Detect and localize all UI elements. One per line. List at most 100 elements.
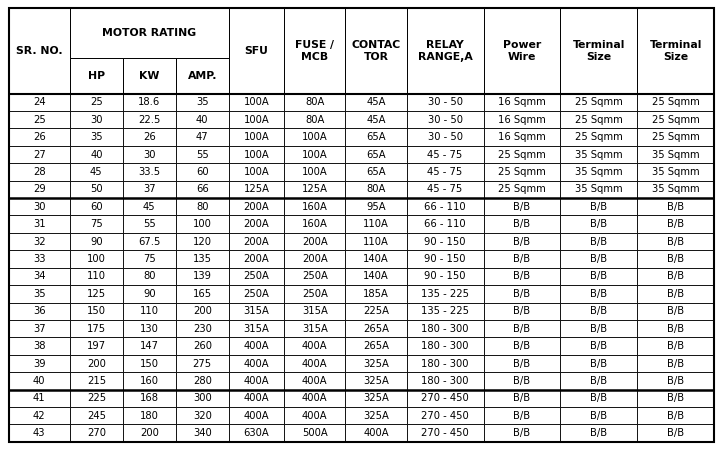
Bar xyxy=(484,216,560,233)
Bar xyxy=(9,111,70,128)
Bar xyxy=(284,302,346,320)
Text: 180 - 300: 180 - 300 xyxy=(422,341,469,351)
Text: B/B: B/B xyxy=(667,376,685,386)
Text: 200: 200 xyxy=(193,306,212,316)
Text: B/B: B/B xyxy=(513,324,531,334)
Text: 25 Sqmm: 25 Sqmm xyxy=(575,132,623,142)
Bar xyxy=(638,180,714,198)
Text: 29: 29 xyxy=(33,184,46,194)
Text: 225A: 225A xyxy=(363,306,389,316)
Bar xyxy=(123,216,176,233)
Text: 28: 28 xyxy=(33,167,46,177)
Text: 30: 30 xyxy=(143,149,155,159)
Bar xyxy=(284,233,346,250)
Text: 125A: 125A xyxy=(301,184,328,194)
Text: 39: 39 xyxy=(33,359,46,369)
Text: 16 Sqmm: 16 Sqmm xyxy=(498,132,546,142)
Bar xyxy=(228,111,284,128)
Bar xyxy=(228,250,284,268)
Bar xyxy=(560,338,638,355)
Bar xyxy=(123,372,176,390)
Bar xyxy=(484,372,560,390)
Bar xyxy=(406,338,484,355)
Text: 35: 35 xyxy=(33,289,46,299)
Text: 400A: 400A xyxy=(302,411,328,421)
Bar xyxy=(284,338,346,355)
Bar xyxy=(638,146,714,163)
Bar xyxy=(638,163,714,180)
Bar xyxy=(9,338,70,355)
Bar xyxy=(406,372,484,390)
Bar xyxy=(406,180,484,198)
Bar xyxy=(484,146,560,163)
Bar xyxy=(284,390,346,407)
Text: B/B: B/B xyxy=(513,202,531,212)
Bar xyxy=(9,128,70,146)
Text: 45 - 75: 45 - 75 xyxy=(427,167,463,177)
Bar xyxy=(406,250,484,268)
Bar xyxy=(70,146,123,163)
Bar xyxy=(70,58,123,94)
Bar xyxy=(284,372,346,390)
Text: 80: 80 xyxy=(196,202,208,212)
Text: 43: 43 xyxy=(33,428,46,438)
Bar xyxy=(176,58,228,94)
Text: 75: 75 xyxy=(143,254,155,264)
Text: KW: KW xyxy=(139,71,160,81)
Bar xyxy=(484,338,560,355)
Text: 100A: 100A xyxy=(244,97,269,107)
Text: 67.5: 67.5 xyxy=(138,237,161,247)
Text: 320: 320 xyxy=(193,411,212,421)
Text: 34: 34 xyxy=(33,271,46,281)
Bar xyxy=(284,285,346,302)
Text: 400A: 400A xyxy=(244,411,269,421)
Text: 18.6: 18.6 xyxy=(138,97,161,107)
Text: B/B: B/B xyxy=(513,428,531,438)
Bar xyxy=(284,146,346,163)
Bar xyxy=(123,233,176,250)
Text: 45: 45 xyxy=(90,167,103,177)
Bar xyxy=(560,424,638,442)
Bar xyxy=(176,320,228,338)
Text: B/B: B/B xyxy=(591,289,607,299)
Text: 180 - 300: 180 - 300 xyxy=(422,359,469,369)
Text: 25 Sqmm: 25 Sqmm xyxy=(575,97,623,107)
Text: 100A: 100A xyxy=(244,149,269,159)
Text: B/B: B/B xyxy=(667,411,685,421)
Bar xyxy=(123,268,176,285)
Bar xyxy=(70,268,123,285)
Text: B/B: B/B xyxy=(667,306,685,316)
Bar xyxy=(176,355,228,372)
Bar xyxy=(560,233,638,250)
Bar xyxy=(70,424,123,442)
Bar xyxy=(346,198,406,216)
Text: 90 - 150: 90 - 150 xyxy=(424,271,466,281)
Text: 31: 31 xyxy=(33,219,46,229)
Text: 66: 66 xyxy=(196,184,209,194)
Text: 400A: 400A xyxy=(244,393,269,403)
Text: 47: 47 xyxy=(196,132,208,142)
Text: 60: 60 xyxy=(196,167,208,177)
Bar xyxy=(228,94,284,111)
Bar xyxy=(406,285,484,302)
Text: B/B: B/B xyxy=(667,237,685,247)
Text: 45 - 75: 45 - 75 xyxy=(427,149,463,159)
Bar xyxy=(484,128,560,146)
Bar xyxy=(346,285,406,302)
Bar xyxy=(9,250,70,268)
Bar xyxy=(123,163,176,180)
Bar xyxy=(284,180,346,198)
Bar xyxy=(484,94,560,111)
Bar xyxy=(638,302,714,320)
Text: 270 - 450: 270 - 450 xyxy=(422,393,469,403)
Bar xyxy=(560,390,638,407)
Text: 30: 30 xyxy=(33,202,46,212)
Bar xyxy=(560,268,638,285)
Text: 32: 32 xyxy=(33,237,46,247)
Text: 40: 40 xyxy=(90,149,103,159)
Text: 110A: 110A xyxy=(363,237,389,247)
Text: B/B: B/B xyxy=(667,428,685,438)
Bar xyxy=(123,302,176,320)
Bar xyxy=(560,94,638,111)
Text: 25: 25 xyxy=(90,97,103,107)
